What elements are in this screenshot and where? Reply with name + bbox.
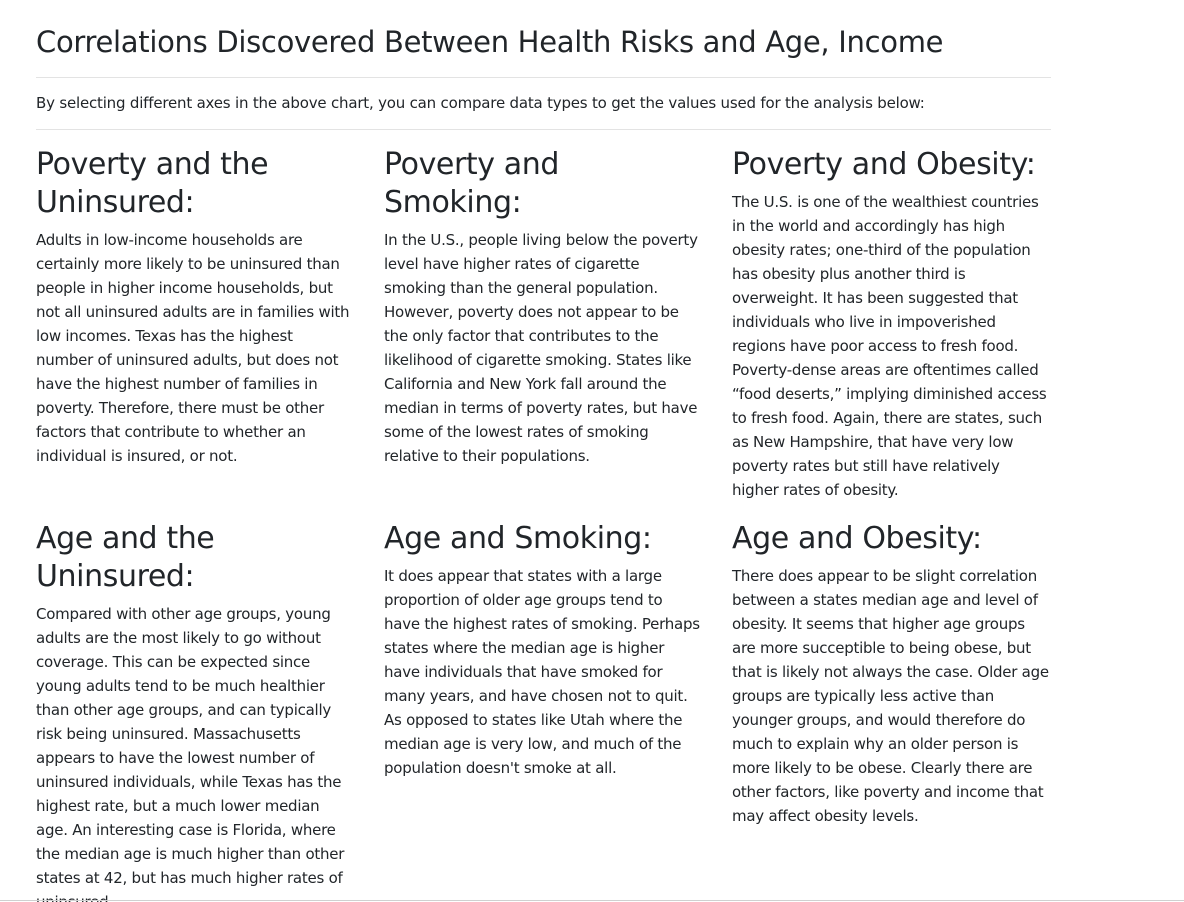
section-body: In the U.S., people living below the pov… [384, 231, 698, 465]
section-body: It does appear that states with a large … [384, 567, 700, 777]
section-heading: Poverty and Obesity: [732, 147, 1036, 182]
section-body: The U.S. is one of the wealthiest countr… [732, 193, 1047, 499]
section-body: Adults in low-income households are cert… [36, 231, 350, 465]
intro-divider [36, 129, 1051, 130]
section-heading: Age and Obesity: [732, 521, 982, 556]
viewport-bottom-edge [0, 900, 1184, 901]
section-poverty-obesity: Poverty and Obesity: The U.S. is one of … [732, 146, 1050, 502]
section-body: There does appear to be slight correlati… [732, 567, 1049, 825]
section-poverty-smoking: Poverty and Smoking: In the U.S., people… [384, 146, 702, 468]
section-age-smoking: Age and Smoking: It does appear that sta… [384, 520, 702, 780]
section-heading: Age and the Uninsured: [36, 521, 215, 594]
title-divider [36, 77, 1051, 78]
section-age-obesity: Age and Obesity: There does appear to be… [732, 520, 1050, 828]
section-heading: Age and Smoking: [384, 521, 652, 556]
section-body: Compared with other age groups, young ad… [36, 605, 345, 902]
section-heading: Poverty and the Uninsured: [36, 147, 269, 220]
intro-text: By selecting different axes in the above… [36, 94, 925, 112]
section-poverty-uninsured: Poverty and the Uninsured: Adults in low… [36, 146, 354, 468]
section-age-uninsured: Age and the Uninsured: Compared with oth… [36, 520, 354, 902]
section-heading: Poverty and Smoking: [384, 147, 560, 220]
page-title: Correlations Discovered Between Health R… [36, 25, 944, 59]
